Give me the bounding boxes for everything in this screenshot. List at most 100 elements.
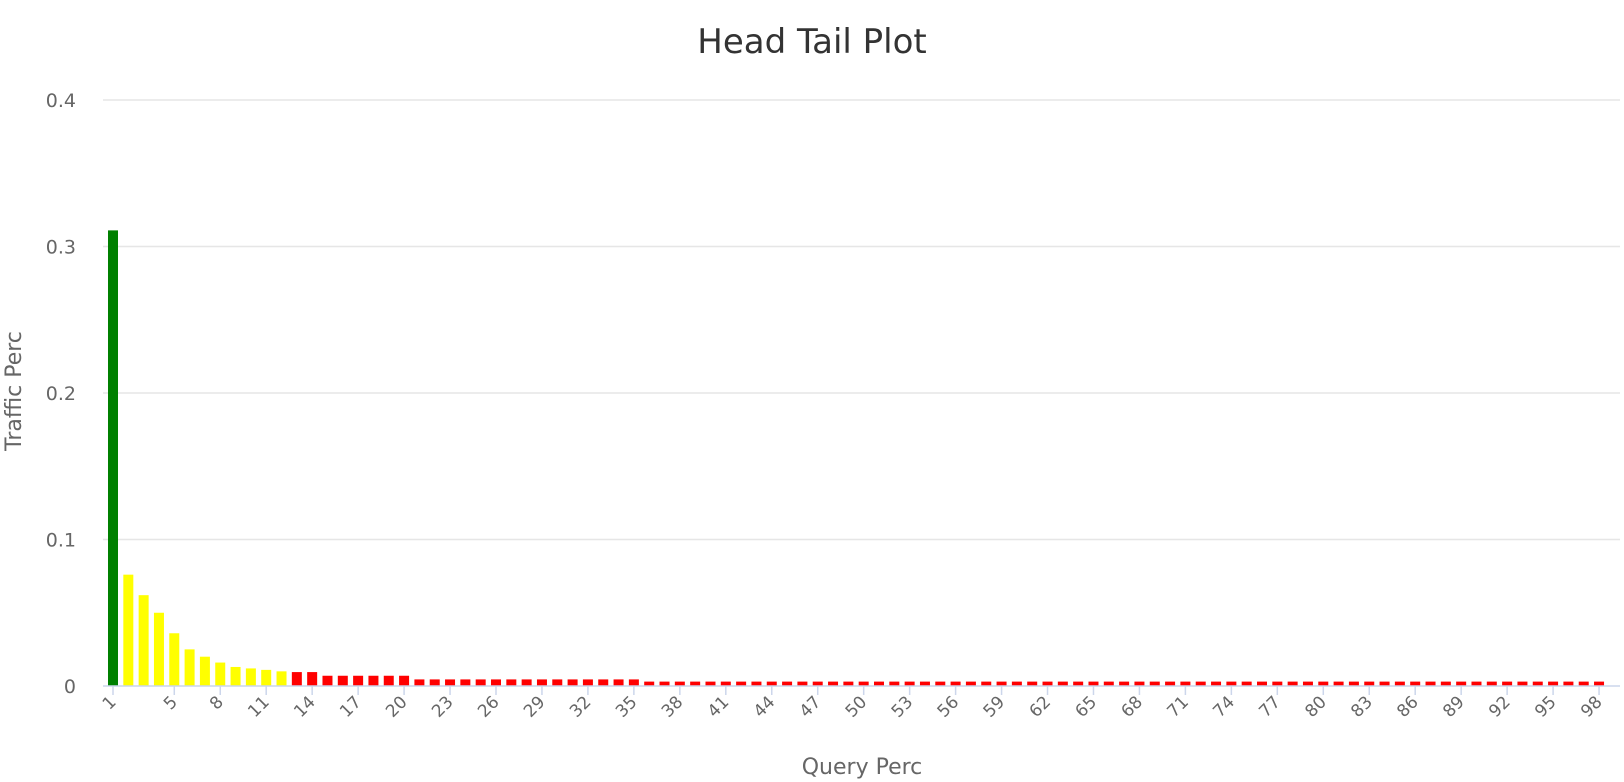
x-tick-label: 56: [934, 692, 963, 721]
y-tick-label: 0.3: [46, 237, 76, 259]
bar: [1440, 681, 1451, 686]
x-tick-label: 47: [796, 692, 825, 721]
x-tick-label: 98: [1577, 692, 1606, 721]
x-tick-label: 80: [1301, 692, 1330, 721]
bar: [720, 681, 731, 686]
bar: [491, 679, 501, 686]
bar: [889, 681, 900, 686]
bar: [307, 672, 318, 686]
bar: [1425, 681, 1436, 686]
bar: [353, 675, 364, 686]
x-tick-label: 62: [1026, 692, 1055, 721]
bar: [261, 669, 272, 686]
bar: [843, 681, 854, 686]
bar: [1471, 681, 1482, 686]
bar: [215, 662, 226, 686]
bar: [429, 679, 440, 686]
bar: [1011, 681, 1022, 686]
bar: [1302, 681, 1313, 686]
bar: [1333, 681, 1344, 686]
x-tick-label: 29: [520, 692, 549, 721]
x-tick-label: 95: [1531, 692, 1560, 721]
bar: [1226, 681, 1237, 686]
bar: [858, 681, 869, 686]
bar: [1165, 681, 1176, 686]
bar: [1532, 681, 1543, 686]
bar: [460, 679, 471, 686]
bar: [138, 595, 149, 686]
x-tick-label: 68: [1118, 692, 1147, 721]
bar: [1195, 681, 1206, 686]
bar: [383, 675, 394, 686]
bar: [751, 681, 762, 686]
x-tick-label: 92: [1485, 692, 1514, 721]
bar: [1364, 681, 1375, 686]
bar: [690, 681, 701, 686]
bar: [766, 681, 777, 686]
bar: [521, 679, 532, 686]
bar: [1042, 681, 1053, 686]
bar: [598, 679, 609, 686]
bar: [552, 679, 563, 686]
bar: [1379, 681, 1390, 686]
bar: [123, 574, 134, 686]
x-tick-label: 71: [1163, 692, 1192, 721]
y-tick-label: 0.2: [46, 383, 76, 405]
bar: [245, 668, 256, 686]
x-tick-label: 59: [980, 692, 1009, 721]
bar: [965, 681, 976, 686]
bar: [1149, 681, 1160, 686]
bar: [797, 681, 808, 686]
bar: [567, 679, 578, 686]
bar: [674, 681, 685, 686]
chart-title: Head Tail Plot: [697, 22, 926, 62]
bar: [644, 681, 655, 686]
y-tick-label: 0.4: [46, 90, 76, 112]
x-tick-label: 38: [658, 692, 687, 721]
x-axis-title: Query Perc: [802, 755, 923, 780]
x-tick-label: 53: [888, 692, 917, 721]
bar: [475, 679, 486, 686]
x-tick-label: 41: [704, 692, 733, 721]
bar: [1027, 681, 1038, 686]
bar: [1119, 681, 1130, 686]
bar: [659, 681, 670, 686]
x-tick-label: 23: [428, 692, 457, 721]
x-tick-label: 86: [1393, 692, 1422, 721]
bar: [1548, 681, 1559, 686]
bar: [1272, 681, 1283, 686]
bar: [705, 681, 716, 686]
bar: [276, 671, 287, 686]
bar: [368, 675, 379, 686]
bar: [874, 681, 884, 686]
x-tick-label: 89: [1439, 692, 1468, 721]
bar: [782, 681, 793, 686]
bar: [996, 681, 1007, 686]
x-tick-label: 35: [612, 692, 641, 721]
bar: [1563, 681, 1574, 686]
bar: [184, 649, 195, 687]
bar: [1578, 681, 1589, 686]
bar: [1180, 681, 1191, 686]
x-tick-label: 65: [1072, 692, 1101, 721]
x-tick-label: 11: [244, 692, 273, 721]
bar: [1211, 681, 1222, 686]
bar: [1486, 681, 1497, 686]
bar: [169, 633, 180, 686]
grid-lines: [103, 99, 1620, 541]
x-tick-label: 8: [206, 692, 228, 714]
x-tick-label: 14: [290, 692, 319, 721]
x-tick-label: 83: [1347, 692, 1376, 721]
bar: [1348, 681, 1359, 686]
bar: [613, 679, 624, 686]
bar: [337, 675, 348, 686]
bar: [1318, 681, 1329, 686]
bar: [230, 666, 241, 686]
bar: [628, 679, 639, 686]
bar: [1594, 681, 1605, 686]
y-axis-title: Traffic Perc: [2, 331, 27, 452]
x-tick-label: 26: [474, 692, 503, 721]
bar: [812, 681, 823, 686]
bar: [1057, 681, 1068, 686]
bar: [1517, 681, 1528, 686]
